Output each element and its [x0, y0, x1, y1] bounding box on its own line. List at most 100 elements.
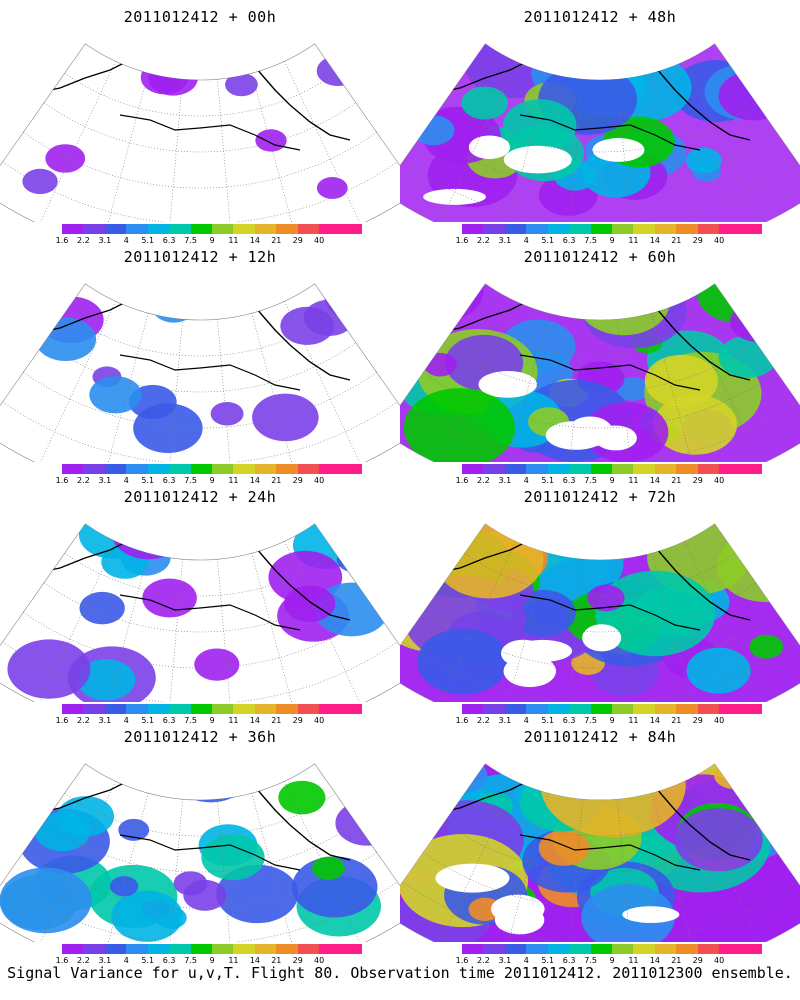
colorbar-tick-label: 3.1 [98, 236, 112, 245]
colorbar-tick-label: 40 [714, 716, 725, 725]
colorbar-swatch [654, 704, 677, 714]
variance-contour [403, 388, 516, 462]
colorbar-tick-label: 3.1 [498, 236, 512, 245]
colorbar-swatch [569, 944, 591, 954]
colorbar-swatch [297, 224, 320, 234]
colorbar-tick-label: 21 [271, 716, 282, 725]
colorbar-swatch [254, 224, 277, 234]
variance-contour [32, 536, 64, 559]
colorbar-tick-label: 5.1 [141, 956, 155, 965]
colorbar-tick-label: 14 [649, 956, 660, 965]
colorbar-swatch [483, 464, 505, 474]
colorbar-tick-label: 21 [671, 716, 682, 725]
variance-contour [109, 876, 139, 897]
variance-contour [210, 401, 244, 426]
variance-contour [730, 301, 788, 343]
colorbar-tick-label: 11 [628, 236, 639, 245]
colorbar-tick-label: 14 [249, 236, 260, 245]
colorbar-tick-label: 29 [692, 236, 703, 245]
colorbar-labels: 1.6 2.2 3.1 4 5.1 6.3 7.5 9 11 14 21 29 40 [56, 476, 362, 486]
colorbar-swatch [211, 224, 234, 234]
coastline [119, 594, 301, 631]
colorbar-tick-label: 7.5 [184, 956, 197, 965]
colorbar-tick-label: 2.2 [477, 236, 490, 245]
colorbar-tick-label: 2.2 [77, 236, 90, 245]
colorbar-tick-label: 11 [228, 476, 239, 485]
colorbar-swatch [340, 944, 362, 954]
colorbar-labels: 1.6 2.2 3.1 4 5.1 6.3 7.5 9 11 14 21 29 40 [456, 956, 762, 966]
colorbar-swatch [147, 464, 170, 474]
colorbar-tick-label: 9 [609, 476, 615, 485]
colorbar-tick-label: 40 [314, 716, 325, 725]
colorbar-swatch [633, 704, 655, 714]
colorbar-swatch [462, 704, 484, 714]
colorbar-tick-label: 29 [692, 956, 703, 965]
variance-field [400, 763, 800, 942]
colorbar-swatch [569, 224, 591, 234]
colorbar-swatch [62, 464, 84, 474]
colorbar-swatch [276, 704, 298, 714]
colorbar-swatch [126, 704, 148, 714]
coastline [519, 594, 701, 631]
colorbar-swatch [611, 944, 634, 954]
colorbar-tick-label: 2.2 [477, 476, 490, 485]
colorbar-tick-label: 14 [249, 476, 260, 485]
colorbar-swatch [590, 464, 612, 474]
variance-contour [587, 584, 625, 612]
variance-map [0, 523, 400, 702]
colorbar [62, 224, 362, 234]
colorbar-tick-label: 2.2 [77, 956, 90, 965]
variance-contour [423, 352, 457, 377]
colorbar-labels: 1.6 2.2 3.1 4 5.1 6.3 7.5 9 11 14 21 29 40 [56, 236, 362, 246]
colorbar-tick-label: 21 [671, 476, 682, 485]
colorbar-swatch [211, 944, 234, 954]
map-domain [0, 43, 400, 222]
variance-contour [686, 647, 751, 694]
colorbar-swatch [526, 224, 548, 234]
variance-contour [653, 394, 738, 455]
colorbar-swatch [483, 704, 505, 714]
colorbar-swatch [126, 944, 148, 954]
colorbar-swatch [62, 224, 84, 234]
colorbar-tick-label: 9 [209, 236, 215, 245]
colorbar-swatch [719, 224, 741, 234]
colorbar-swatch [169, 944, 191, 954]
variance-field [400, 283, 800, 462]
colorbar-tick-label: 3.1 [98, 716, 112, 725]
variance-contour [57, 796, 115, 837]
colorbar-swatch [676, 224, 698, 234]
panel-title: 2011012412 + 36h [123, 728, 277, 746]
colorbar-swatch [611, 224, 634, 234]
colorbar-swatch [319, 944, 341, 954]
variance-contour [45, 144, 86, 173]
colorbar-tick-label: 2.2 [477, 956, 490, 965]
colorbar-tick-label: 6.3 [562, 956, 576, 965]
map-panel: 2011012412 + 00h 1.6 2.2 3.1 4 5.1 6.3 7.5 9 11 14… [0, 0, 400, 245]
colorbar-swatch [340, 704, 362, 714]
colorbar-swatch [169, 704, 191, 714]
coastline [519, 354, 701, 391]
colorbar-tick-label: 9 [609, 956, 615, 965]
colorbar-swatch [462, 224, 484, 234]
panel-title: 2011012412 + 00h [123, 8, 277, 26]
colorbar-swatch [654, 224, 677, 234]
colorbar-swatch [276, 224, 298, 234]
variance-contour [118, 818, 150, 841]
colorbar-swatch [319, 464, 341, 474]
variance-contour [440, 763, 488, 793]
variance-contour [718, 335, 778, 378]
colorbar-tick-label: 2.2 [77, 476, 90, 485]
colorbar-swatch [104, 464, 127, 474]
colorbar-swatch [740, 464, 762, 474]
colorbar-swatch [147, 944, 170, 954]
colorbar-swatch [633, 224, 655, 234]
colorbar-tick-label: 6.3 [562, 236, 576, 245]
colorbar-tick-label: 14 [649, 716, 660, 725]
variance-map [0, 283, 400, 462]
colorbar [62, 464, 362, 474]
colorbar-swatch [590, 224, 612, 234]
colorbar-tick-label: 7.5 [184, 476, 197, 485]
colorbar [62, 944, 362, 954]
colorbar-tick-label: 4 [523, 476, 529, 485]
variance-contour [616, 377, 650, 401]
